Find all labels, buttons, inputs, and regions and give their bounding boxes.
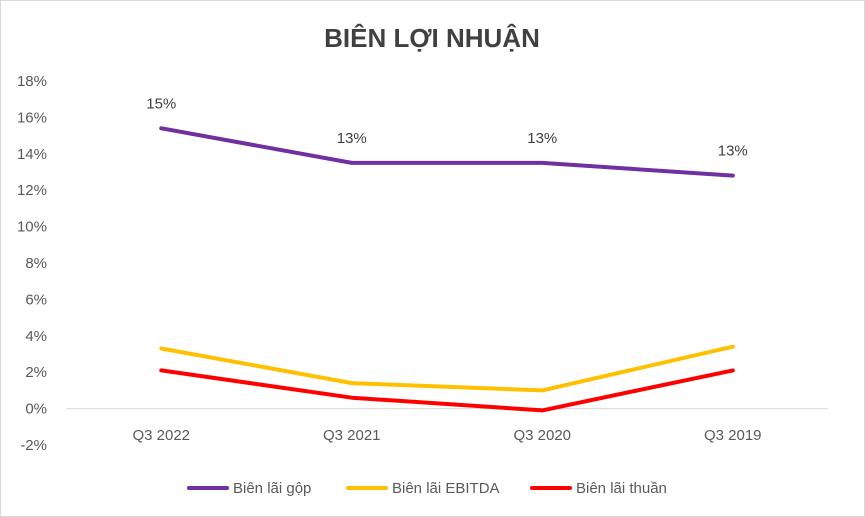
y-tick-label: 4% xyxy=(25,328,47,345)
y-tick-label: 6% xyxy=(25,291,47,308)
y-tick-label: 8% xyxy=(25,255,47,272)
data-label: 13% xyxy=(527,130,557,147)
series-line-2 xyxy=(159,344,735,393)
y-tick-label: 18% xyxy=(17,73,47,90)
y-tick-label: 16% xyxy=(17,109,47,126)
series-line-1 xyxy=(159,126,735,178)
y-tick-label: 12% xyxy=(17,182,47,199)
y-tick-label: 10% xyxy=(17,219,47,236)
legend-label: Biên lãi gộp xyxy=(233,480,311,497)
x-tick-label: Q3 2022 xyxy=(132,427,190,444)
data-labels: 15% 13% 13% 13% xyxy=(146,95,748,159)
x-tick-label: Q3 2020 xyxy=(513,427,571,444)
data-label: 15% xyxy=(146,95,176,112)
y-tick-label: -2% xyxy=(20,437,47,454)
y-tick-label: 2% xyxy=(25,364,47,381)
data-label: 13% xyxy=(718,143,748,160)
y-axis: -2% 0% 2% 4% 6% 8% 10% 12% 14% 16% 18% xyxy=(17,73,47,454)
series-line-3 xyxy=(159,368,735,413)
legend-label: Biên lãi EBITDA xyxy=(392,480,500,497)
y-tick-label: 0% xyxy=(25,401,47,418)
x-tick-label: Q3 2021 xyxy=(323,427,381,444)
data-label: 13% xyxy=(337,130,367,147)
series-layer xyxy=(159,126,735,413)
y-tick-label: 14% xyxy=(17,146,47,163)
x-tick-label: Q3 2019 xyxy=(704,427,762,444)
chart-title: BIÊN LỢI NHUẬN xyxy=(324,23,540,53)
legend: Biên lãi gộp Biên lãi EBITDA Biên lãi thuầ… xyxy=(187,480,667,497)
x-axis: Q3 2022 Q3 2021 Q3 2020 Q3 2019 xyxy=(132,427,761,444)
legend-label: Biên lãi thuần xyxy=(576,480,667,497)
